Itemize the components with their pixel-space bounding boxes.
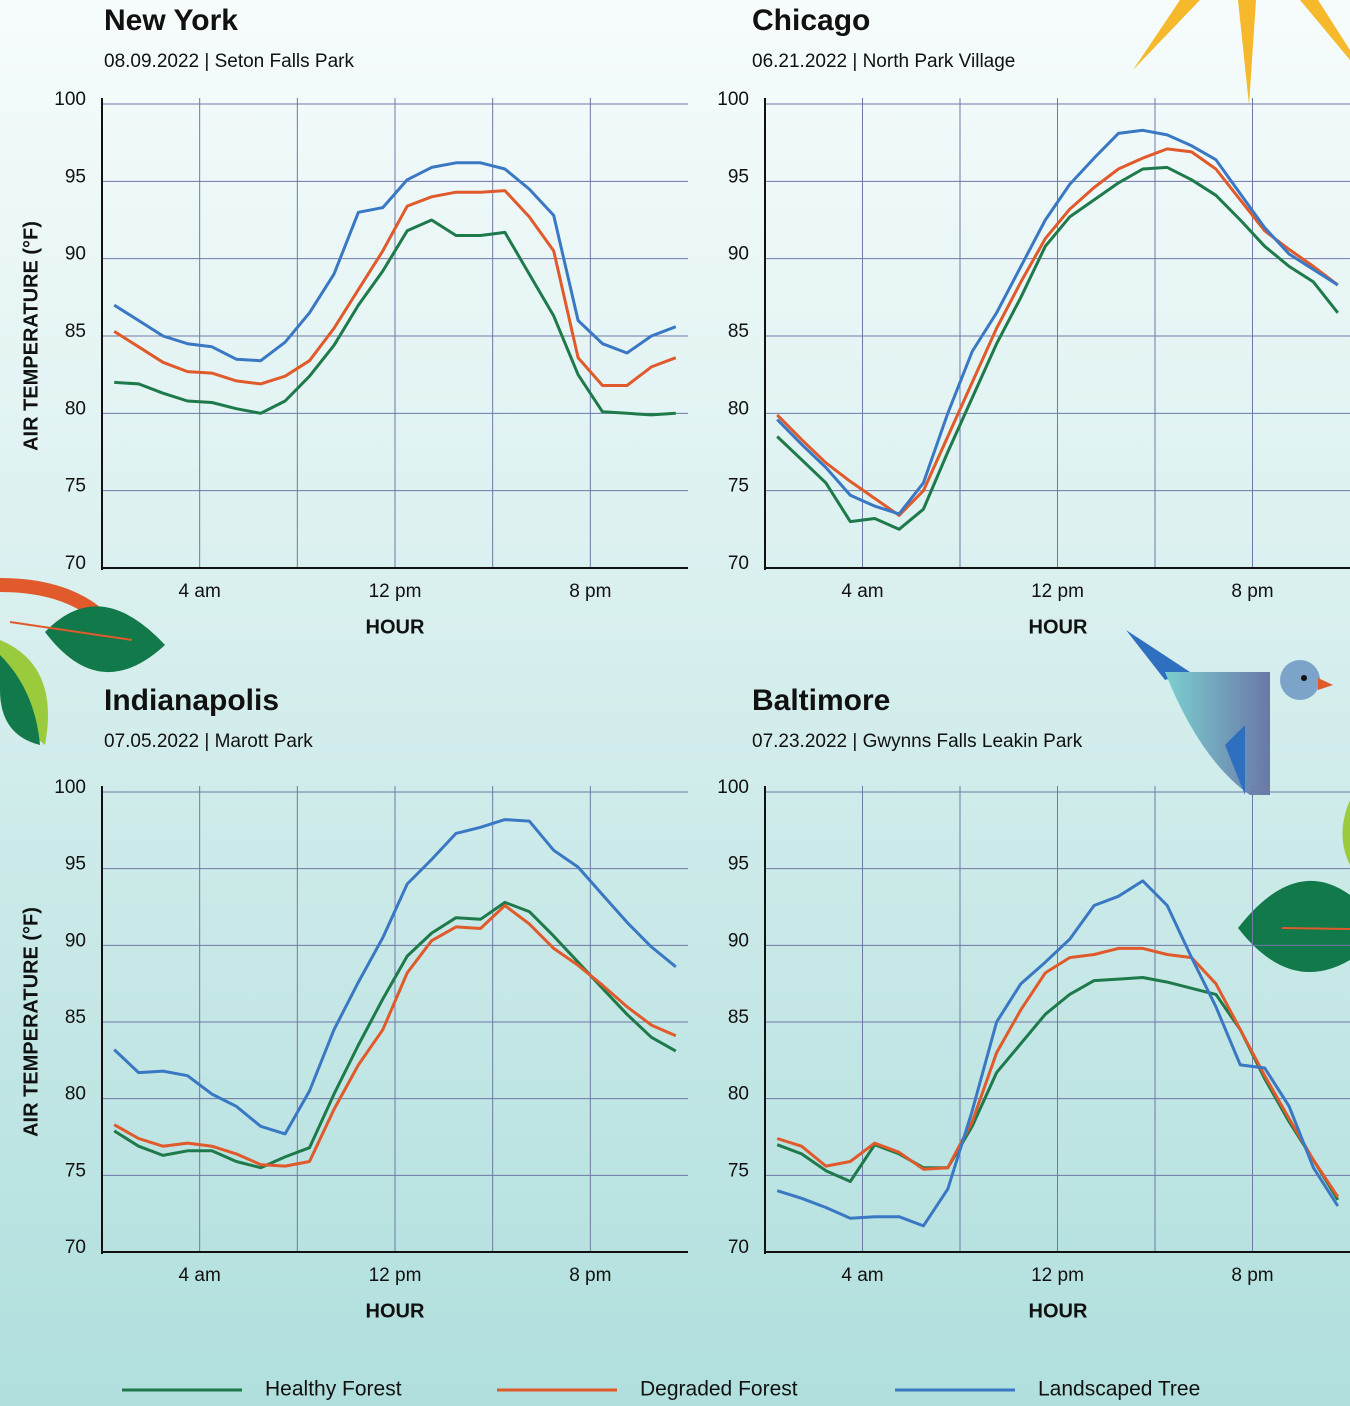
x-tick-label: 8 pm — [569, 581, 611, 602]
y-tick-label: 90 — [728, 930, 749, 951]
y-tick-label: 75 — [728, 1160, 749, 1181]
chart-title: Baltimore — [752, 684, 890, 717]
chart-subtitle: 06.21.2022 | North Park Village — [752, 51, 1015, 72]
y-tick-label: 70 — [728, 553, 749, 574]
x-tick-label: 8 pm — [569, 1265, 611, 1286]
y-tick-label: 90 — [728, 244, 749, 265]
y-tick-label: 80 — [65, 1084, 86, 1105]
y-tick-label: 70 — [728, 1237, 749, 1258]
y-tick-label: 100 — [54, 89, 86, 110]
y-tick-label: 75 — [65, 1160, 86, 1181]
y-tick-label: 100 — [717, 89, 749, 110]
x-tick-label: 4 am — [841, 1265, 883, 1286]
y-tick-label: 75 — [728, 476, 749, 497]
x-tick-label: 12 pm — [1031, 581, 1084, 602]
chart-title: New York — [104, 4, 238, 37]
y-tick-label: 90 — [65, 930, 86, 951]
y-tick-label: 85 — [728, 1007, 749, 1028]
chart-title: Indianapolis — [104, 684, 279, 717]
y-tick-label: 95 — [65, 854, 86, 875]
legend-label: Landscaped Tree — [1038, 1378, 1200, 1401]
y-tick-label: 100 — [54, 777, 86, 798]
x-axis-label: HOUR — [1029, 1300, 1088, 1322]
y-tick-label: 70 — [65, 553, 86, 574]
x-axis-label: HOUR — [366, 616, 425, 638]
x-tick-label: 12 pm — [369, 581, 422, 602]
x-tick-label: 8 pm — [1231, 581, 1273, 602]
chart-title: Chicago — [752, 4, 870, 37]
y-tick-label: 80 — [728, 1084, 749, 1105]
x-tick-label: 4 am — [179, 581, 221, 602]
legend-label: Degraded Forest — [640, 1378, 798, 1401]
x-axis-label: HOUR — [366, 1300, 425, 1322]
chart-subtitle: 07.05.2022 | Marott Park — [104, 731, 313, 752]
y-tick-label: 80 — [728, 398, 749, 419]
x-tick-label: 12 pm — [1031, 1265, 1084, 1286]
y-tick-label: 80 — [65, 398, 86, 419]
legend-label: Healthy Forest — [265, 1378, 402, 1401]
x-tick-label: 12 pm — [369, 1265, 422, 1286]
y-tick-label: 100 — [717, 777, 749, 798]
y-axis-label: AIR TEMPERATURE (°F) — [20, 221, 42, 451]
figure: New York 08.09.2022 | Seton Falls Park 70 7… — [0, 0, 1350, 1406]
x-tick-label: 4 am — [179, 1265, 221, 1286]
y-tick-label: 85 — [65, 321, 86, 342]
x-axis-label: HOUR — [1029, 616, 1088, 638]
y-tick-label: 85 — [728, 321, 749, 342]
y-tick-label: 85 — [65, 1007, 86, 1028]
legend: Healthy Forest Degraded Forest Landscaped … — [122, 1378, 1200, 1401]
y-tick-label: 95 — [728, 166, 749, 187]
chart-subtitle: 07.23.2022 | Gwynns Falls Leakin Park — [752, 731, 1083, 752]
y-tick-label: 95 — [728, 854, 749, 875]
y-axis-label: AIR TEMPERATURE (°F) — [20, 907, 42, 1137]
y-tick-label: 95 — [65, 166, 86, 187]
y-tick-label: 75 — [65, 476, 86, 497]
x-tick-label: 8 pm — [1231, 1265, 1273, 1286]
y-tick-label: 90 — [65, 244, 86, 265]
x-tick-label: 4 am — [841, 581, 883, 602]
y-tick-label: 70 — [65, 1237, 86, 1258]
chart-subtitle: 08.09.2022 | Seton Falls Park — [104, 51, 354, 72]
